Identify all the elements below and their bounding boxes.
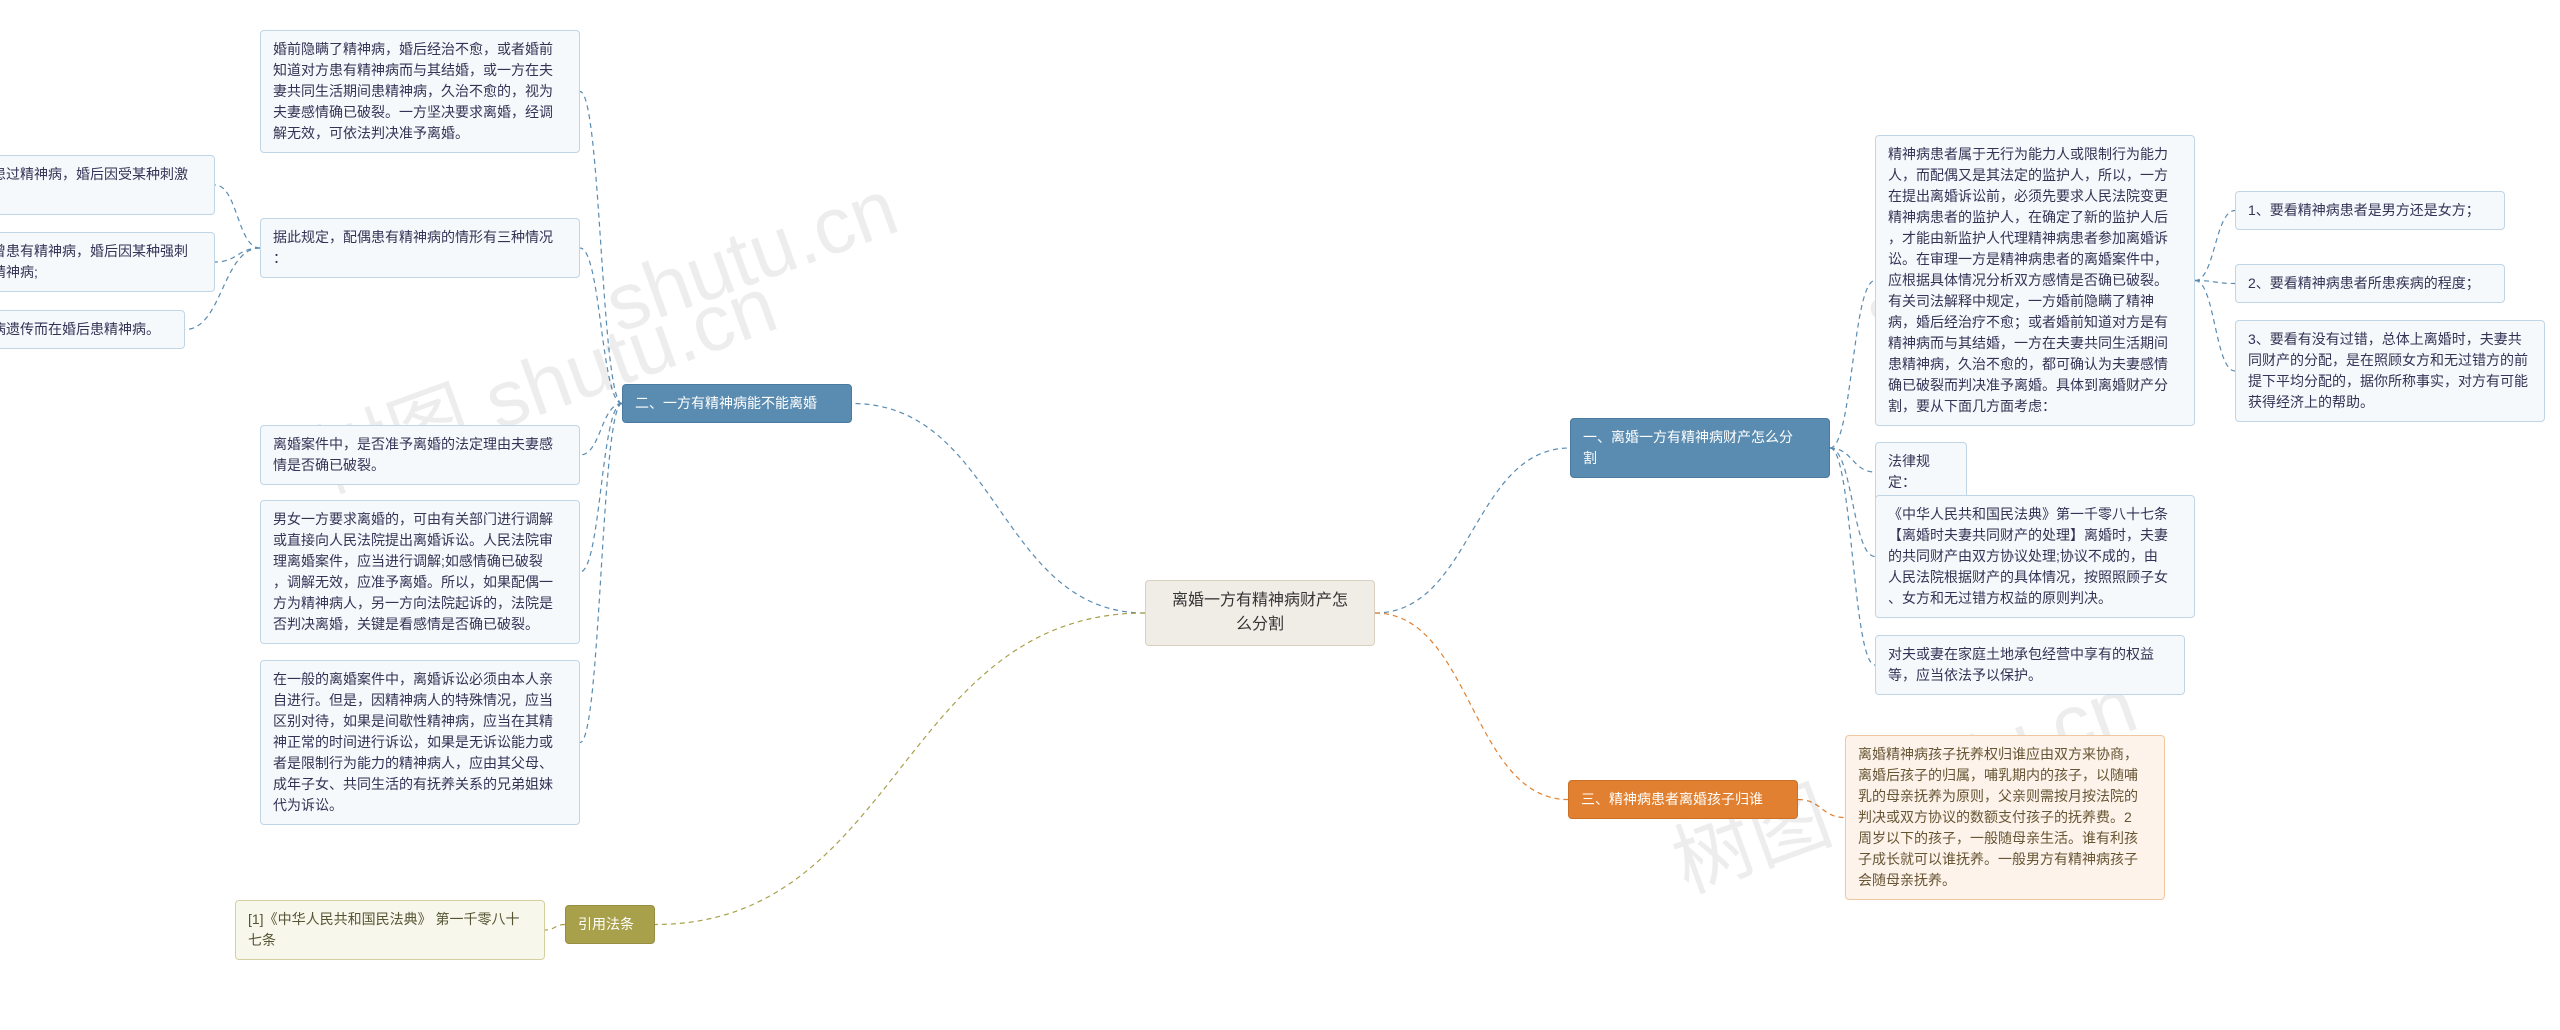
leaf-concealed-illness[interactable]: 婚前隐瞒了精神病，婚后经治不愈，或者婚前知道对方患有精神病而与其结婚，或一方在夫…	[260, 30, 580, 153]
branch-property-division[interactable]: 一、离婚一方有精神病财产怎么分割	[1570, 418, 1830, 478]
leaf-point-3-fault[interactable]: 3、要看有没有过错，总体上离婚时，夫妻共同财产的分配，是在照顾女方和无过错方的前…	[2235, 320, 2545, 422]
leaf-situation-three[interactable]: （三）因精神病遗传而在婚后患精神病。	[0, 310, 185, 349]
leaf-litigation-capacity[interactable]: 在一般的离婚案件中，离婚诉讼必须由本人亲自进行。但是，因精神病人的特殊情况，应当…	[260, 660, 580, 825]
leaf-legal-provision[interactable]: 法律规定：	[1875, 442, 1967, 502]
watermark: shutu.cn	[593, 161, 909, 351]
branch-can-divorce[interactable]: 二、一方有精神病能不能离婚	[622, 384, 852, 423]
leaf-situation-two[interactable]: （二）婚前未曾患有精神病，婚后因某种强刺激或外伤造成精神病;	[0, 232, 215, 292]
leaf-land-rights[interactable]: 对夫或妻在家庭土地承包经营中享有的权益等，应当依法予以保护。	[1875, 635, 2185, 695]
leaf-point-2-severity[interactable]: 2、要看精神病患者所患疾病的程度；	[2235, 264, 2505, 303]
leaf-situation-one[interactable]: （一）婚前曾患过精神病，婚后因受某种刺激复发;	[0, 155, 215, 215]
leaf-guardian-change[interactable]: 精神病患者属于无行为能力人或限制行为能力人，而配偶又是其法定的监护人，所以，一方…	[1875, 135, 2195, 426]
branch-child-custody[interactable]: 三、精神病患者离婚孩子归谁	[1568, 780, 1798, 819]
leaf-citation-1087[interactable]: [1]《中华人民共和国民法典》 第一千零八十七条	[235, 900, 545, 960]
leaf-point-1-gender[interactable]: 1、要看精神病患者是男方还是女方；	[2235, 191, 2505, 230]
branch-cited-law[interactable]: 引用法条	[565, 905, 655, 944]
leaf-custody-explanation[interactable]: 离婚精神病孩子抚养权归谁应由双方来协商，离婚后孩子的归属，哺乳期内的孩子，以随哺…	[1845, 735, 2165, 900]
leaf-legal-reason-broken[interactable]: 离婚案件中，是否准予离婚的法定理由夫妻感情是否确已破裂。	[260, 425, 580, 485]
leaf-court-mediation[interactable]: 男女一方要求离婚的，可由有关部门进行调解或直接向人民法院提出离婚诉讼。人民法院审…	[260, 500, 580, 644]
leaf-civil-code-1087[interactable]: 《中华人民共和国民法典》第一千零八十七条【离婚时夫妻共同财产的处理】离婚时，夫妻…	[1875, 495, 2195, 618]
leaf-three-situations[interactable]: 据此规定，配偶患有精神病的情形有三种情况：	[260, 218, 580, 278]
mindmap-root[interactable]: 离婚一方有精神病财产怎么分割	[1145, 580, 1375, 646]
